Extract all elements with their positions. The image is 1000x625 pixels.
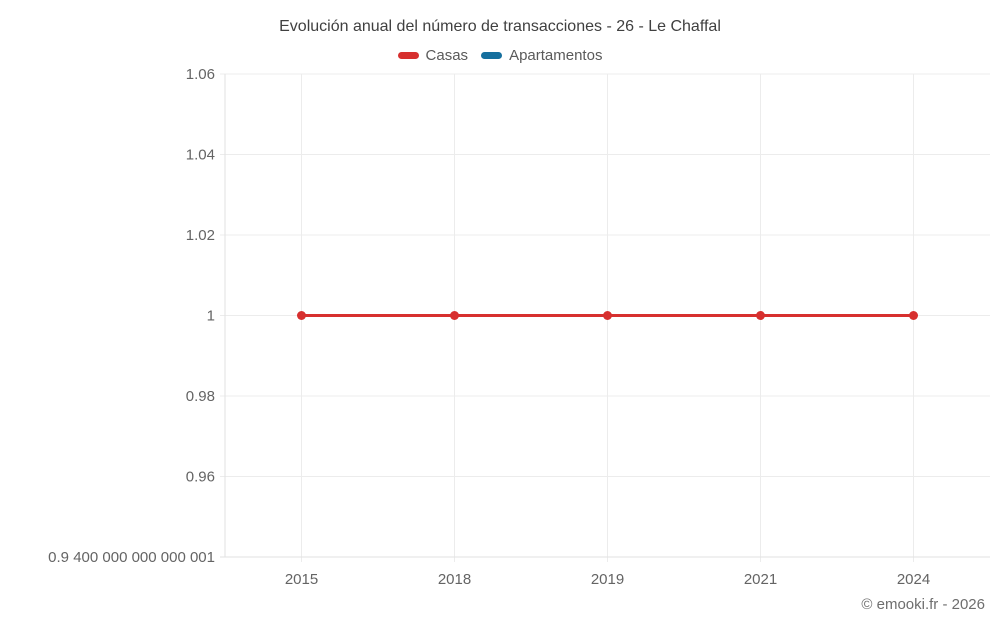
legend-item-apartamentos[interactable]: Apartamentos: [481, 47, 602, 64]
copyright-footer: © emooki.fr - 2026: [861, 596, 985, 613]
data-point[interactable]: [756, 311, 765, 320]
x-tick-label: 2015: [285, 571, 318, 588]
y-tick-label: 1.06: [186, 66, 215, 83]
legend-item-casas[interactable]: Casas: [397, 47, 469, 64]
legend-label-casas: Casas: [425, 47, 469, 64]
x-tick-label: 2019: [591, 571, 624, 588]
y-tick-label: 1.02: [186, 227, 215, 244]
legend-swatch-apartamentos: [481, 52, 503, 59]
legend-label-apartamentos: Apartamentos: [509, 47, 603, 64]
x-tick-label: 2021: [744, 571, 777, 588]
data-point[interactable]: [603, 311, 612, 320]
x-tick-label: 2024: [897, 571, 930, 588]
y-tick-label: 1: [207, 308, 215, 325]
y-tick-label: 0.96: [186, 469, 215, 486]
y-tick-label: 1.04: [186, 147, 215, 164]
x-tick-label: 2018: [438, 571, 471, 588]
legend-swatch-casas: [397, 52, 419, 59]
y-tick-label: 0.98: [186, 388, 215, 405]
data-point[interactable]: [297, 311, 306, 320]
legend: Casas Apartamentos: [0, 47, 1000, 64]
data-point[interactable]: [450, 311, 459, 320]
chart-title: Evolución anual del número de transaccio…: [279, 18, 721, 35]
data-point[interactable]: [909, 311, 918, 320]
y-tick-label: 0.9 400 000 000 000 001: [48, 549, 215, 566]
